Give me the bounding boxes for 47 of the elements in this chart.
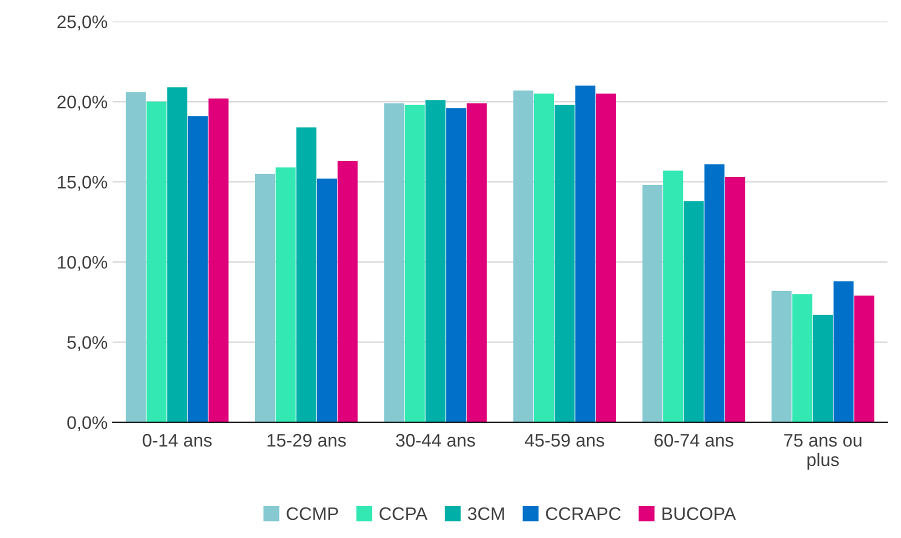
legend-label: CCPA: [380, 507, 428, 520]
bar: [854, 296, 874, 422]
bar: [704, 164, 724, 422]
bar: [466, 103, 487, 422]
y-tick-label: 15,0%: [58, 176, 108, 191]
bar: [167, 87, 188, 422]
x-tick-label: 75 ans ou plus: [784, 434, 862, 470]
bar: [834, 281, 854, 422]
legend-label: CCRAPC: [546, 507, 621, 520]
x-tick-label: 15-29 ans: [268, 434, 346, 447]
bar: [513, 90, 534, 422]
y-tick-label: 20,0%: [57, 96, 108, 111]
bar: [534, 94, 554, 422]
bar: [684, 201, 704, 422]
bar: [188, 116, 208, 422]
y-tick-label: 0,0%: [67, 416, 108, 432]
x-tick-label: 0-14 ans: [142, 434, 212, 447]
bar: [425, 100, 446, 422]
bar: [596, 94, 616, 422]
bar: [575, 86, 596, 422]
bar: [446, 108, 466, 422]
bar: [772, 290, 792, 422]
x-tick-label: 45-59 ans: [524, 434, 604, 447]
legend-label: 3CM: [468, 507, 504, 520]
bar: [663, 170, 684, 422]
bar: [404, 104, 425, 422]
bar: [384, 103, 404, 422]
y-tick-label: 5,0%: [67, 336, 108, 352]
bar: [642, 185, 662, 422]
y-tick-label: 25,0%: [57, 15, 108, 30]
bar: [126, 92, 146, 422]
bar: [296, 127, 316, 422]
bar: [146, 102, 167, 422]
bar: [208, 98, 229, 422]
bar: [554, 104, 575, 422]
x-tick-label: 60-74 ans: [654, 434, 734, 447]
y-tick-label: 10,0%: [58, 256, 108, 271]
x-tick-label: 30-44 ans: [396, 434, 475, 447]
bar: [338, 161, 358, 422]
bar: [276, 167, 296, 422]
legend-label: CCMP: [286, 507, 338, 520]
bar: [792, 294, 812, 422]
bar: [725, 177, 746, 422]
legend-label: BUCOPA: [662, 507, 736, 520]
bar: [812, 314, 833, 422]
bar: [316, 178, 338, 422]
bar: [254, 174, 276, 422]
